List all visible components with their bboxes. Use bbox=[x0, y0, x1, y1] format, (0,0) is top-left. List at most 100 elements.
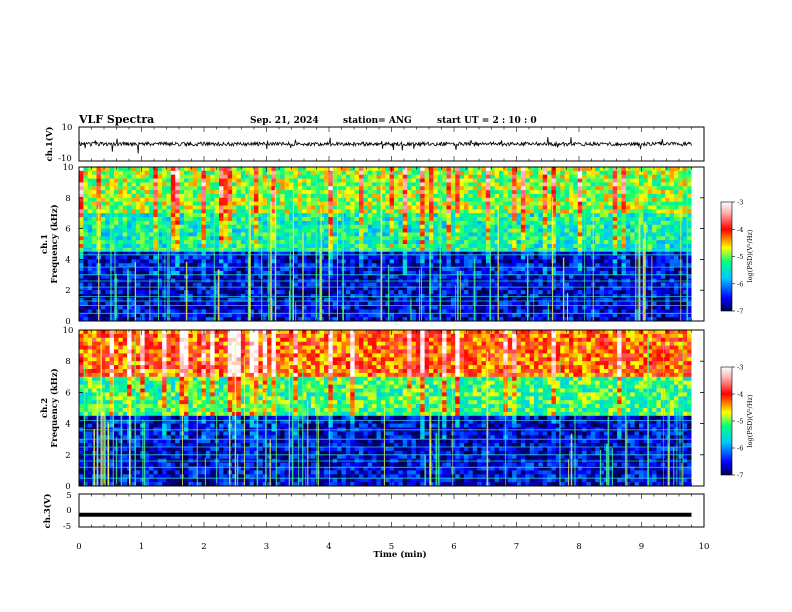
spectrogram-cell bbox=[577, 228, 583, 233]
spectrogram-cell bbox=[179, 217, 185, 222]
spectrogram-cell bbox=[205, 224, 211, 229]
spectrogram-cell bbox=[192, 213, 198, 218]
spectrogram-cell bbox=[442, 170, 447, 176]
spectrogram-cell bbox=[258, 251, 264, 256]
spectrogram-cell bbox=[306, 290, 312, 295]
spectrogram-cell bbox=[542, 255, 548, 260]
spectrogram-cell bbox=[135, 182, 141, 187]
spectrogram-cell bbox=[131, 286, 137, 291]
spectrogram-cell bbox=[149, 286, 154, 291]
spectrogram-cell bbox=[297, 236, 303, 241]
spectrogram-cell bbox=[420, 240, 426, 245]
spectrogram-cell bbox=[547, 290, 552, 295]
spectrogram-cell bbox=[310, 240, 316, 245]
spectrogram-cell bbox=[459, 186, 465, 191]
spectrogram-cell bbox=[105, 220, 111, 226]
spectrogram-cell bbox=[586, 232, 592, 237]
spectrogram-cell bbox=[284, 209, 290, 214]
spectrogram-cell bbox=[621, 244, 627, 249]
spectrogram-cell bbox=[100, 217, 106, 222]
spectrogram-cell bbox=[569, 313, 574, 318]
spectrogram-cell bbox=[179, 259, 185, 264]
spectrogram-cell bbox=[595, 244, 601, 249]
spectrogram-cell bbox=[429, 209, 434, 214]
spectrogram-cell bbox=[385, 217, 391, 222]
spectrogram-cell bbox=[481, 167, 487, 172]
spectrogram-cell bbox=[569, 190, 574, 195]
spectrogram-cell bbox=[232, 267, 237, 272]
spectrogram-cell bbox=[446, 232, 452, 237]
spectrogram-cell bbox=[332, 301, 338, 306]
spectrogram-cell bbox=[79, 267, 84, 272]
spectrogram-cell bbox=[595, 263, 601, 268]
spectrogram-cell bbox=[481, 313, 487, 318]
spectrogram-cell bbox=[184, 244, 189, 249]
spectrogram-cell bbox=[503, 274, 509, 280]
spectrogram-cell bbox=[394, 217, 399, 222]
spectrogram-cell bbox=[214, 174, 220, 179]
spectrogram-cell bbox=[520, 274, 526, 280]
spectrogram-cell bbox=[83, 201, 89, 206]
spectrogram-cell bbox=[135, 205, 141, 210]
spectrogram-cell bbox=[197, 174, 202, 179]
spectrogram-cell bbox=[131, 182, 137, 187]
spectrogram-cell bbox=[109, 259, 115, 264]
spectrogram-cell bbox=[184, 190, 189, 195]
spectrogram-cell bbox=[153, 197, 159, 203]
spectrogram-cell bbox=[455, 174, 461, 179]
spectrogram-cell bbox=[140, 286, 146, 291]
spectrogram-cell bbox=[122, 197, 128, 203]
spectrogram-cell bbox=[477, 255, 482, 260]
spectrogram-cell bbox=[258, 220, 264, 226]
spectrogram-cell bbox=[481, 190, 487, 195]
spectrogram-cell bbox=[499, 240, 504, 245]
spectrogram-cell bbox=[586, 259, 592, 264]
spectrogram-cell bbox=[367, 286, 373, 291]
spectrogram-cell bbox=[144, 174, 150, 179]
spectrogram-cell bbox=[415, 205, 421, 210]
spectrogram-cell bbox=[271, 174, 277, 179]
spectrogram-cell bbox=[617, 263, 622, 268]
spectrogram-cell bbox=[455, 209, 461, 214]
spectrogram-cell bbox=[376, 309, 382, 314]
spectrogram-cell bbox=[280, 228, 286, 233]
spectrogram-cell bbox=[179, 213, 185, 218]
spectrogram-cell bbox=[612, 274, 618, 280]
spectrogram-cell bbox=[516, 313, 522, 318]
spectrogram-cell bbox=[555, 170, 561, 176]
spectrogram-cell bbox=[140, 186, 146, 191]
spectrogram-cell bbox=[245, 178, 251, 183]
spectrogram-cell bbox=[127, 244, 132, 249]
spectrogram-cell bbox=[114, 217, 119, 222]
spectrogram-cell bbox=[105, 263, 111, 268]
spectrogram-cell bbox=[551, 190, 557, 195]
spectrogram-cell bbox=[608, 209, 614, 214]
spectrogram-cell bbox=[389, 267, 395, 272]
spectrogram-cell bbox=[192, 282, 198, 287]
spectrogram-cell bbox=[415, 190, 421, 195]
spectrogram-cell bbox=[385, 251, 391, 256]
spectrogram-cell bbox=[310, 305, 316, 310]
spectrogram-cell bbox=[83, 255, 89, 260]
spectrogram-cell bbox=[411, 297, 417, 303]
spectrogram-cell bbox=[573, 297, 579, 303]
spectrogram-cell bbox=[157, 209, 163, 214]
spectrogram-cell bbox=[599, 193, 605, 199]
spectrogram-cell bbox=[197, 267, 202, 272]
spectrogram-cell bbox=[468, 190, 474, 195]
spectrogram-cell bbox=[306, 232, 312, 237]
spectrogram-cell bbox=[254, 236, 259, 241]
spectrogram-cell bbox=[149, 205, 154, 210]
spectrogram-cell bbox=[267, 301, 272, 306]
spectrogram-cell bbox=[547, 220, 552, 226]
spectrogram-cell bbox=[481, 205, 487, 210]
spectrogram-cell bbox=[271, 217, 277, 222]
spectrogram-cell bbox=[512, 201, 517, 206]
spectrogram-cell bbox=[214, 263, 220, 268]
spectrogram-cell bbox=[258, 240, 264, 245]
spectrogram-cell bbox=[402, 190, 408, 195]
spectrogram-cell bbox=[516, 282, 522, 287]
spectrogram-cell bbox=[516, 220, 522, 226]
spectrogram-cell bbox=[345, 317, 351, 322]
spectrogram-cell bbox=[569, 251, 574, 256]
